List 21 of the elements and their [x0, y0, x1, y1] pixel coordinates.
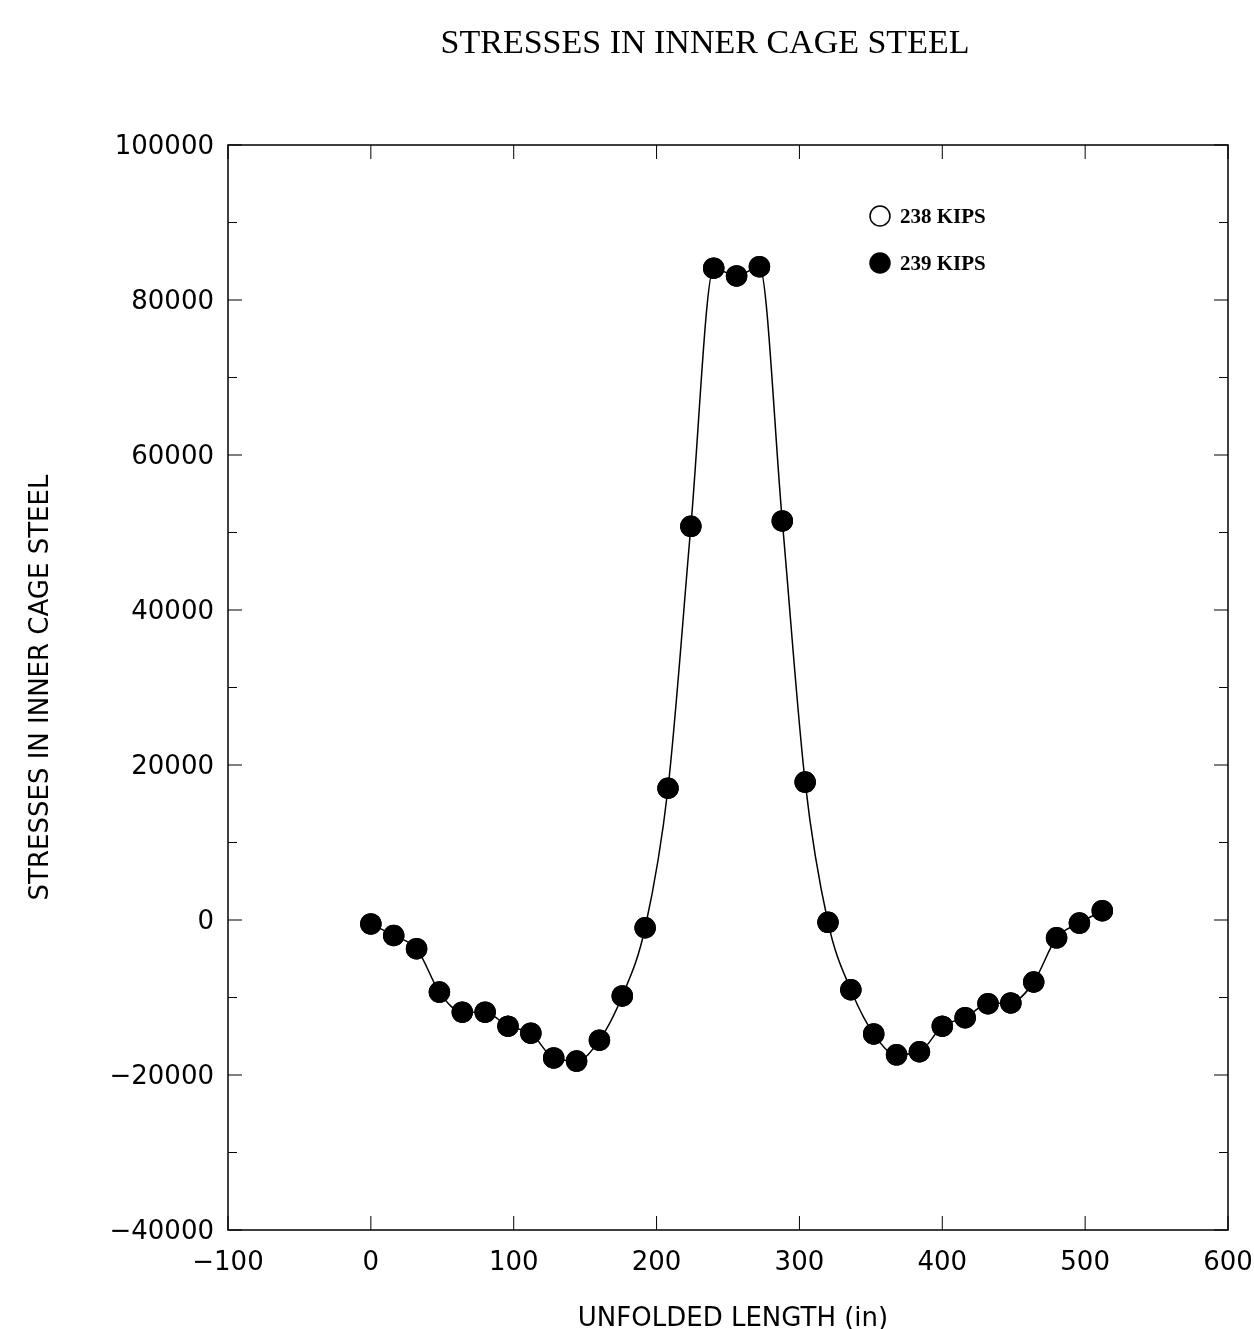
x-tick-label: −100 [192, 1246, 264, 1276]
y-tick-label: 0 [197, 905, 214, 935]
x-tick-label: 400 [917, 1246, 968, 1276]
y-tick-label: 80000 [131, 285, 214, 315]
x-tick-label: 100 [488, 1246, 539, 1276]
x-tick-label: 200 [631, 1246, 682, 1276]
y-axis-title: STRESSES IN INNER CAGE STEEL [24, 474, 54, 901]
legend-label: 238 KIPS [900, 204, 986, 228]
y-tick-label: 40000 [131, 595, 214, 625]
x-tick-label: 500 [1060, 1246, 1110, 1276]
y-tick-label: 60000 [131, 440, 214, 470]
x-tick-label: 600 [1203, 1246, 1253, 1276]
y-tick-label: −20000 [109, 1060, 214, 1090]
y-tick-label: −40000 [109, 1215, 214, 1245]
legend-label: 239 KIPS [900, 251, 986, 275]
x-tick-label: 0 [362, 1246, 380, 1276]
chart-title: STRESSES IN INNER CAGE STEEL [440, 23, 970, 60]
x-tick-label: 300 [774, 1246, 825, 1276]
x-axis-title: UNFOLDED LENGTH (in) [577, 1302, 889, 1329]
y-tick-label: 100000 [114, 130, 214, 160]
y-tick-label: 20000 [131, 750, 214, 780]
